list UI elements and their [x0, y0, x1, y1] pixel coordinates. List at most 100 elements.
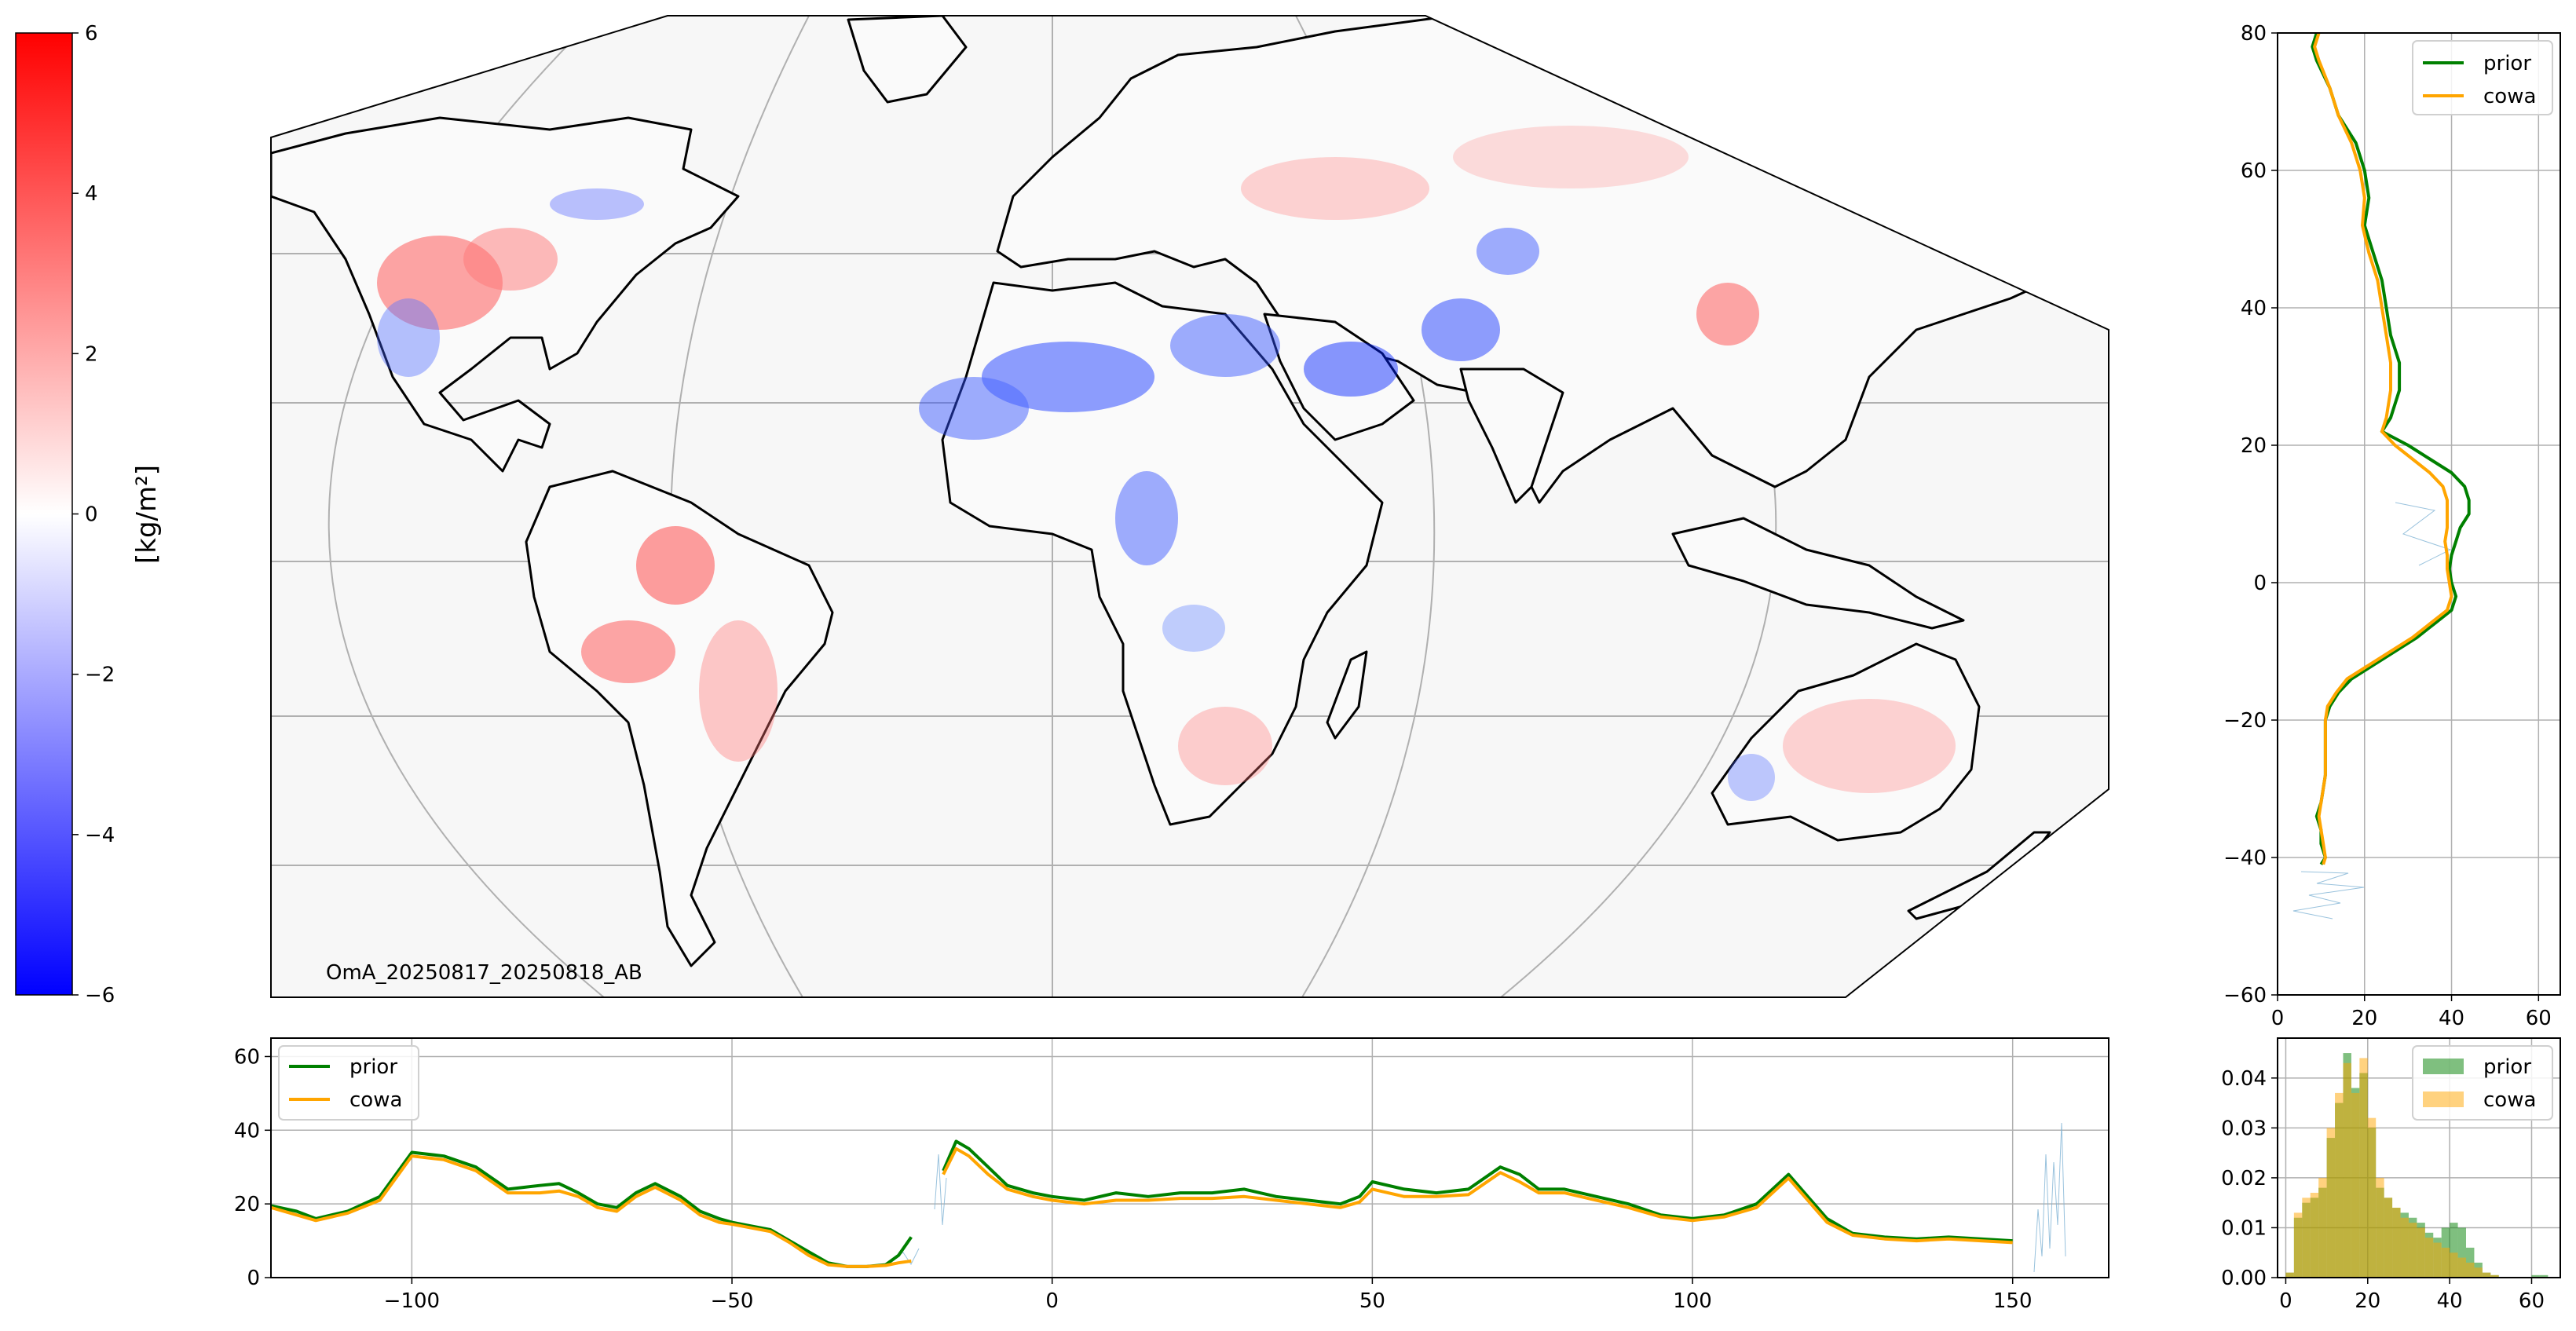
lon-ytick-label: 60	[234, 1045, 260, 1069]
hist-xtick-label: 0	[2279, 1289, 2292, 1313]
lon-xtick-label: −50	[711, 1289, 754, 1313]
lon-ytick-label: 40	[234, 1119, 260, 1143]
colorbar-tick-label: 6	[85, 22, 98, 46]
lon-xtick-label: 150	[1993, 1289, 2033, 1313]
hist-ytick-label: 0.04	[2221, 1067, 2267, 1091]
lon-profile-grid	[271, 1038, 2109, 1278]
hist-bar-cowa	[2351, 1092, 2360, 1278]
lat-ytick-label: −40	[2223, 847, 2267, 870]
lat-xtick-label: 0	[2271, 1007, 2285, 1030]
hist-bar-cowa	[2392, 1208, 2401, 1278]
hist-bar-cowa	[2457, 1257, 2466, 1278]
lat-profile-noise	[2292, 502, 2452, 920]
lat-profile-legend: prior cowa	[2412, 40, 2553, 115]
madagascar	[1326, 650, 1368, 740]
hist-bar-cowa	[2474, 1267, 2483, 1278]
lon-series-cowa	[942, 1146, 2013, 1245]
hist-bar-prior	[2539, 1274, 2549, 1278]
map-caption: OmA_20250817_20250818_AB	[326, 961, 642, 985]
hist-bar-cowa	[2417, 1227, 2425, 1278]
difference-field	[377, 126, 1956, 801]
histogram-panel: 0 20 40 60 0.00 0.01 0.02 0.03 0.04 prior cowa	[2221, 1037, 2561, 1313]
colorbar-tick-label: −6	[85, 984, 115, 1007]
hist-legend-cowa-label: cowa	[2483, 1088, 2536, 1112]
hist-bar-cowa	[2424, 1238, 2434, 1278]
lon-xtick-label: −100	[384, 1289, 440, 1313]
colorbar-tick-label: −2	[85, 664, 115, 687]
lon-legend-box	[278, 1045, 419, 1121]
hist-ytick-label: 0.01	[2221, 1216, 2267, 1240]
lon-profile-ticks: −100 −50 0 50 100 150 0 20 40 60	[234, 1045, 2033, 1313]
lon-xtick-label: 0	[1045, 1289, 1059, 1313]
lat-series-cowa	[2313, 33, 2453, 865]
lat-profile-ticks: 0 20 40 60 −60 −40 −20 0 20 40 60 80	[2223, 22, 2552, 1030]
hist-bar-cowa	[2302, 1198, 2311, 1278]
lat-profile-frame	[2277, 32, 2561, 996]
lon-ytick-label: 20	[234, 1193, 260, 1216]
hist-xtick-label: 60	[2519, 1289, 2545, 1313]
colorbar-label: [kg/m²]	[131, 465, 163, 564]
lon-profile-legend: prior cowa	[278, 1045, 419, 1121]
histogram-legend: prior cowa	[2412, 1045, 2553, 1121]
hist-legend-prior-swatch	[2423, 1059, 2464, 1074]
hist-ytick-label: 0.02	[2221, 1167, 2267, 1190]
hist-bar-cowa	[2285, 1272, 2294, 1278]
hist-legend-cowa-swatch	[2423, 1091, 2464, 1107]
hist-bar-cowa	[2482, 1272, 2491, 1278]
hist-bar-cowa	[2367, 1117, 2377, 1278]
hist-bar-cowa	[2293, 1212, 2303, 1278]
hist-ytick-label: 0.03	[2221, 1117, 2267, 1140]
lat-series-prior	[2311, 33, 2471, 865]
lon-series-cowa	[271, 1154, 912, 1268]
lon-profile-lines	[271, 1139, 2013, 1268]
hist-bar-cowa	[2310, 1192, 2319, 1278]
colorbar-tick-label: 0	[85, 503, 98, 527]
map-outline	[270, 15, 2109, 998]
hist-bar-cowa	[2318, 1177, 2327, 1278]
lon-profile-frame	[270, 1037, 2109, 1278]
lat-profile-panel: 0 20 40 60 −60 −40 −20 0 20 40 60 80 prior cowa	[2223, 22, 2561, 1030]
histogram-ticks: 0 20 40 60 0.00 0.01 0.02 0.03 0.04	[2221, 1067, 2545, 1313]
hist-bar-cowa	[2335, 1092, 2344, 1278]
hist-bar-cowa	[2384, 1198, 2393, 1278]
lat-ytick-label: −20	[2223, 709, 2267, 733]
lat-ytick-label: 20	[2241, 434, 2267, 458]
hist-bar-cowa	[2466, 1262, 2475, 1278]
lon-series-prior	[271, 1150, 913, 1268]
lat-legend-prior-label: prior	[2483, 52, 2531, 75]
lat-ytick-label: 60	[2241, 159, 2267, 183]
southeast-asia-islands	[1671, 517, 1965, 630]
hist-ytick-label: 0.00	[2221, 1267, 2267, 1290]
hist-bar-cowa	[2450, 1252, 2458, 1278]
lat-ytick-label: 80	[2241, 22, 2267, 46]
lon-series-prior	[942, 1139, 2013, 1243]
hist-bar-prior	[2531, 1274, 2540, 1278]
colorbar-tick-label: −4	[85, 824, 115, 847]
south-america	[525, 470, 834, 967]
india	[1459, 367, 1564, 504]
colorbar-tick-label: 2	[85, 342, 98, 366]
hist-bar-cowa	[2376, 1177, 2384, 1278]
lat-ytick-label: −60	[2223, 984, 2267, 1007]
africa	[941, 281, 1384, 826]
hist-xtick-label: 20	[2355, 1289, 2380, 1313]
lon-ytick-label: 0	[247, 1267, 260, 1290]
colorbar-gradient	[15, 32, 73, 996]
hist-bar-cowa	[2400, 1217, 2409, 1278]
hist-bar-prior	[2450, 1223, 2458, 1278]
hist-bar-cowa	[2343, 1062, 2351, 1278]
hist-bar-cowa	[2441, 1247, 2450, 1278]
australia	[1711, 642, 1981, 842]
histogram-bars	[2285, 1053, 2549, 1278]
hist-bar-cowa	[2433, 1242, 2442, 1278]
lat-xtick-label: 60	[2526, 1007, 2552, 1030]
arabia	[1263, 313, 1415, 441]
lat-legend-cowa-label: cowa	[2483, 85, 2536, 108]
new-zealand	[1907, 831, 2051, 920]
lon-xtick-label: 50	[1359, 1289, 1385, 1313]
histogram-frame	[2277, 1037, 2561, 1278]
north-america	[271, 116, 740, 473]
hist-bar-cowa	[2326, 1128, 2336, 1278]
lon-legend-cowa-label: cowa	[349, 1088, 402, 1112]
